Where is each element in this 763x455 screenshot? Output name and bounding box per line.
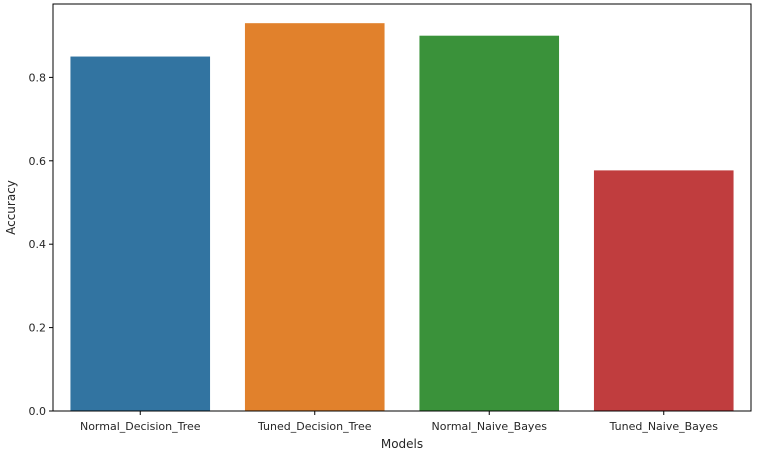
x-axis-label: Models [381, 437, 423, 451]
bars-group [70, 23, 734, 412]
y-tick-label: 0.4 [29, 238, 47, 251]
y-tick-label: 0.6 [29, 155, 47, 168]
x-tick-label: Tuned_Naive_Bayes [609, 420, 719, 433]
y-axis-label: Accuracy [4, 180, 18, 235]
bar-normal-decision-tree [70, 56, 211, 412]
x-tick-label: Normal_Naive_Bayes [432, 420, 548, 433]
bar-tuned-decision-tree [244, 23, 385, 412]
y-tick-label: 0.8 [29, 71, 47, 84]
y-axis-ticks: 0.0 0.2 0.4 0.6 0.8 [29, 71, 53, 418]
x-tick-label: Tuned_Decision_Tree [257, 420, 372, 433]
bar-tuned-naive-bayes [593, 170, 734, 411]
y-tick-label: 0.0 [29, 405, 47, 418]
plot-frame [52, 3, 752, 412]
x-tick-label: Normal_Decision_Tree [80, 420, 201, 433]
y-tick-label: 0.2 [29, 322, 47, 335]
bar-normal-naive-bayes [419, 35, 560, 411]
x-axis-ticks: Normal_Decision_Tree Tuned_Decision_Tree N… [80, 411, 718, 433]
